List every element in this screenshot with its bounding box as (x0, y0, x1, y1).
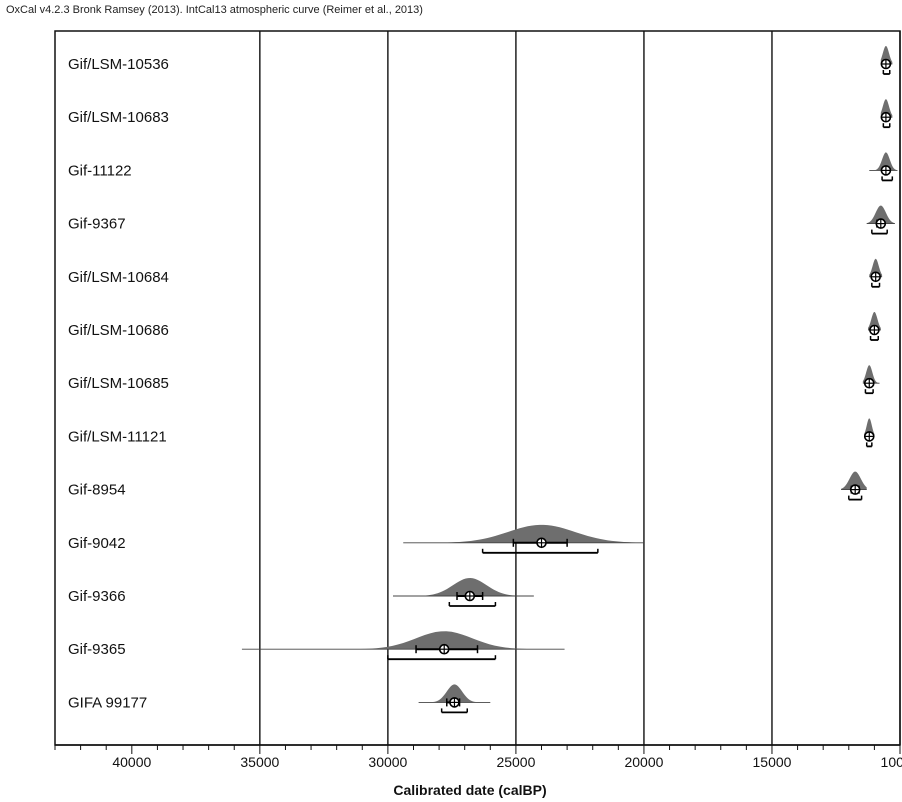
tick-label: 20000 (624, 754, 663, 770)
sample-row: Gif/LSM-10686 (68, 312, 881, 341)
distribution-area (866, 205, 895, 224)
sample-label: Gif/LSM-10536 (68, 56, 169, 73)
tick-label: 25000 (496, 754, 535, 770)
distribution-area (869, 258, 883, 277)
sample-label: Gif/LSM-11121 (68, 428, 167, 445)
tick-label: 10000 (881, 754, 902, 770)
sample-label: Gif-9367 (68, 216, 126, 233)
grid-layer (54, 30, 901, 746)
plot-frame (54, 30, 901, 746)
x-axis-title: Calibrated date (calBP) (393, 782, 546, 798)
sample-label: Gif/LSM-10683 (68, 109, 169, 126)
sample-row: Gif-9365 (68, 631, 565, 661)
sample-label: Gif-9042 (68, 535, 126, 552)
sample-label: Gif-8954 (68, 482, 126, 499)
sample-label: Gif-9365 (68, 641, 126, 658)
sample-row: Gif-9367 (68, 205, 895, 235)
distribution-area (867, 312, 881, 330)
axis-layer: 40000 35000 30000 25000 20000 15000 10000 (54, 744, 902, 770)
oxcal-header: OxCal v4.2.3 Bronk Ramsey (2013). IntCal… (6, 4, 423, 16)
sample-row: Gif-8954 (68, 471, 867, 501)
sample-row: Gif/LSM-11121 (68, 418, 875, 448)
sample-row: GIFA 99177 (68, 684, 491, 714)
samples-layer: Gif/LSM-10536 Gif/LSM-10683 Gif-11122 Gif-9… (68, 46, 898, 714)
distribution-area (241, 631, 565, 650)
distribution-area (403, 524, 644, 543)
sample-row: Gif/LSM-10685 (68, 365, 880, 395)
sample-label: GIFA 99177 (68, 694, 147, 711)
tick-label: 35000 (240, 754, 279, 770)
sample-label: Gif-9366 (68, 588, 126, 605)
sample-label: Gif/LSM-10684 (68, 269, 169, 286)
distribution-area (418, 684, 491, 703)
sample-label: Gif/LSM-10685 (68, 375, 169, 392)
tick-label: 30000 (368, 754, 407, 770)
sample-row: Gif/LSM-10536 (68, 46, 893, 75)
sample-row: Gif-9042 (68, 524, 644, 554)
sample-label: Gif-11122 (68, 162, 132, 179)
tick-label: 15000 (753, 754, 792, 770)
distribution-area (841, 471, 867, 490)
sample-row: Gif/LSM-10683 (68, 99, 893, 129)
sample-row: Gif-11122 (68, 152, 898, 182)
tick-label: 40000 (112, 754, 151, 770)
sample-row: Gif/LSM-10684 (68, 258, 883, 288)
distribution-area (393, 578, 534, 596)
sample-row: Gif-9366 (68, 578, 534, 607)
sample-label: Gif/LSM-10686 (68, 322, 169, 339)
distribution-area (869, 152, 898, 171)
